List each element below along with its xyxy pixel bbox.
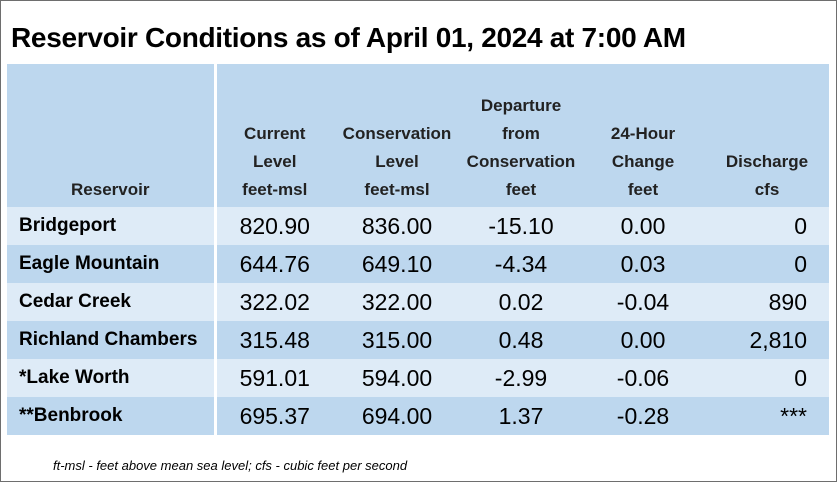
table-row: Cedar Creek 322.02 322.00 0.02 -0.04 890 (7, 283, 829, 321)
discharge-value: 0 (705, 207, 829, 245)
current-level: 322.02 (215, 283, 333, 321)
change-value: 0.00 (581, 207, 705, 245)
current-level: 315.48 (215, 321, 333, 359)
table-row: Bridgeport 820.90 836.00 -15.10 0.00 0 (7, 207, 829, 245)
reservoir-name: Richland Chambers (7, 321, 217, 359)
footnote: ft-msl - feet above mean sea level; cfs … (53, 458, 408, 473)
header-conservation-level: Conservation Level feet-msl (333, 64, 461, 207)
table-row: Richland Chambers 315.48 315.00 0.48 0.0… (7, 321, 829, 359)
departure-value: 0.02 (461, 283, 581, 321)
page-title: Reservoir Conditions as of April 01, 202… (11, 22, 686, 53)
discharge-value: 890 (705, 283, 829, 321)
conservation-level: 649.10 (333, 245, 461, 283)
reservoir-name: Eagle Mountain (7, 245, 217, 283)
change-value: 0.03 (581, 245, 705, 283)
reservoir-name: **Benbrook (7, 397, 217, 435)
table-row: Eagle Mountain 644.76 649.10 -4.34 0.03 … (7, 245, 829, 283)
conservation-level: 594.00 (333, 359, 461, 397)
departure-value: 1.37 (461, 397, 581, 435)
discharge-value: 0 (705, 245, 829, 283)
conservation-level: 694.00 (333, 397, 461, 435)
discharge-value: *** (705, 397, 829, 435)
change-value: -0.04 (581, 283, 705, 321)
departure-value: -15.10 (461, 207, 581, 245)
reservoir-name: *Lake Worth (7, 359, 217, 397)
header-departure: Departure from Conservation feet (461, 64, 581, 207)
conservation-level: 836.00 (333, 207, 461, 245)
reservoir-name: Cedar Creek (7, 283, 217, 321)
conservation-level: 315.00 (333, 321, 461, 359)
table-row: **Benbrook 695.37 694.00 1.37 -0.28 *** (7, 397, 829, 435)
current-level: 820.90 (215, 207, 333, 245)
header-reservoir: Reservoir (7, 64, 217, 207)
change-value: 0.00 (581, 321, 705, 359)
discharge-value: 2,810 (705, 321, 829, 359)
header-row: Reservoir Current Level feet-msl Conserv… (7, 64, 829, 207)
current-level: 591.01 (215, 359, 333, 397)
header-24-hour-change: 24-Hour Change feet (581, 64, 705, 207)
table-row: *Lake Worth 591.01 594.00 -2.99 -0.06 0 (7, 359, 829, 397)
current-level: 644.76 (215, 245, 333, 283)
departure-value: 0.48 (461, 321, 581, 359)
change-value: -0.28 (581, 397, 705, 435)
discharge-value: 0 (705, 359, 829, 397)
header-discharge: Discharge cfs (705, 64, 829, 207)
current-level: 695.37 (215, 397, 333, 435)
departure-value: -4.34 (461, 245, 581, 283)
change-value: -0.06 (581, 359, 705, 397)
reservoir-table: Reservoir Current Level feet-msl Conserv… (7, 64, 829, 435)
conservation-level: 322.00 (333, 283, 461, 321)
header-current-level: Current Level feet-msl (215, 64, 333, 207)
reservoir-name: Bridgeport (7, 207, 217, 245)
departure-value: -2.99 (461, 359, 581, 397)
